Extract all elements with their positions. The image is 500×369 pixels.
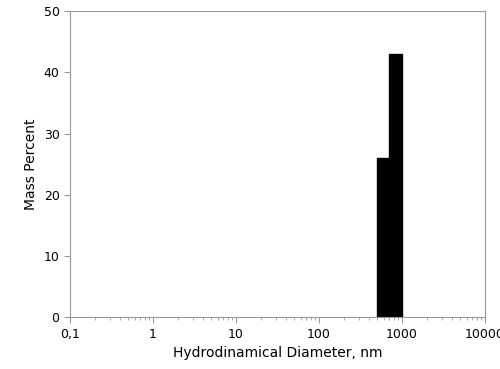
Y-axis label: Mass Percent: Mass Percent: [24, 118, 38, 210]
X-axis label: Hydrodinamical Diameter, nm: Hydrodinamical Diameter, nm: [173, 346, 382, 360]
